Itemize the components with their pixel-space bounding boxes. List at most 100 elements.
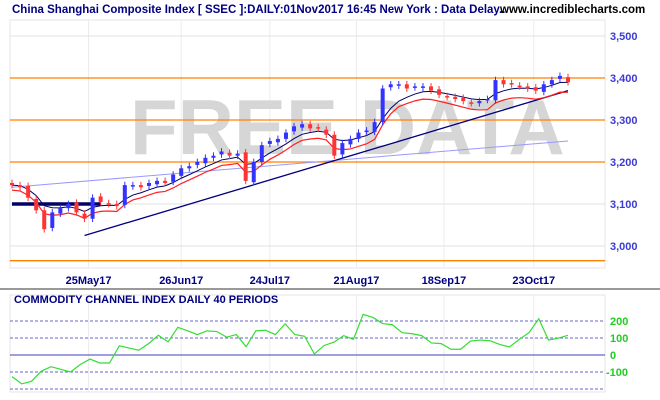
price-panel: 25May17 26Jun17 24Jul17 21Aug17 18Sep17 23Oct… — [10, 31, 638, 287]
candle-body — [26, 185, 31, 198]
candle-body — [203, 157, 208, 164]
candle-body — [243, 152, 248, 181]
candle-body — [10, 183, 14, 186]
candle-body — [171, 174, 176, 182]
cci-title: COMMODITY CHANNEL INDEX DAILY 40 PERIODS — [14, 294, 278, 306]
y-tick-label: 3,200 — [610, 157, 638, 169]
candle-body — [485, 99, 490, 101]
y-tick-label: 3,000 — [610, 241, 638, 253]
candle-body — [58, 208, 63, 214]
candle-body — [163, 180, 168, 183]
chart-title: China Shanghai Composite Index [ SSEC ]:… — [12, 4, 505, 16]
x-tick-label: 25May17 — [66, 275, 112, 287]
candle-body — [155, 180, 160, 185]
cci-y-tick-label: -100 — [606, 367, 628, 379]
candle-body — [138, 185, 143, 188]
candle-body — [453, 96, 458, 99]
candle-body — [146, 183, 151, 186]
cci-line — [11, 313, 569, 385]
candle-body — [316, 127, 321, 129]
candle-body — [461, 97, 466, 102]
candle-body — [251, 162, 256, 183]
candle-body — [300, 124, 305, 128]
x-tick-label: 26Jun17 — [159, 275, 203, 287]
candle-body — [275, 138, 280, 143]
candle-body — [372, 122, 377, 132]
candle-body — [114, 204, 119, 207]
candle-body — [50, 212, 55, 228]
candle-body — [541, 84, 546, 92]
cci-y-tick-label: 200 — [610, 316, 628, 328]
candle-body — [42, 210, 47, 230]
candle-body — [340, 143, 345, 155]
candle-body — [493, 80, 498, 101]
price-plot-frame — [9, 19, 606, 269]
candle-body — [34, 198, 39, 211]
candle-body — [292, 126, 297, 132]
candle-body — [429, 86, 434, 91]
candle-body — [437, 89, 442, 95]
candle-body — [509, 83, 514, 85]
candle-body — [195, 162, 200, 165]
candle-body — [235, 153, 240, 156]
y-tick-label: 3,100 — [610, 199, 638, 211]
candle-body — [324, 129, 329, 135]
cci-panel: 200 100 0 -100 — [9, 294, 628, 393]
x-tick-label: 18Sep17 — [422, 275, 467, 287]
x-tick-label: 23Oct17 — [512, 275, 555, 287]
candle-body — [308, 124, 313, 129]
candle-body — [525, 86, 530, 89]
candle-body — [259, 145, 264, 162]
cci-y-tick-label: 100 — [610, 333, 628, 345]
candle-body — [130, 185, 135, 187]
slow-moving-average — [11, 81, 569, 213]
watermark: FREE DATA — [130, 83, 565, 171]
candle-body — [106, 203, 111, 205]
y-tick-label: 3,500 — [610, 31, 638, 43]
site-url[interactable]: www.incrediblecharts.com — [499, 4, 645, 16]
candle-body — [90, 197, 95, 219]
candle-body — [283, 132, 288, 139]
candle-body — [477, 101, 482, 104]
candle-body — [501, 80, 506, 85]
candle-body — [267, 141, 272, 144]
candle-body — [122, 185, 127, 205]
candle-body — [566, 77, 570, 83]
trendline — [84, 89, 569, 237]
candle-body — [380, 88, 385, 123]
x-tick-label: 24Jul17 — [250, 275, 290, 287]
candle-body — [98, 196, 103, 202]
candle-body — [18, 185, 23, 188]
candle-body — [517, 85, 522, 88]
candle-body — [388, 84, 393, 88]
cci-y-tick-label: 0 — [610, 350, 616, 362]
candle-body — [445, 96, 450, 98]
candle-body — [211, 155, 216, 158]
candle-body — [219, 151, 224, 155]
candle-body — [227, 152, 232, 156]
candle-body — [82, 213, 87, 219]
candle-body — [332, 134, 337, 156]
cci-plot-frame — [9, 294, 606, 393]
candle-body — [420, 86, 425, 88]
candle-body — [396, 84, 401, 86]
y-tick-label: 3,400 — [610, 73, 638, 85]
candle-body — [469, 102, 474, 104]
candle-body — [66, 204, 71, 209]
candle-body — [364, 130, 369, 132]
fast-moving-average — [11, 91, 569, 219]
candle-body — [179, 168, 184, 176]
candle-body — [74, 202, 79, 213]
candle-body — [187, 166, 192, 169]
x-tick-label: 21Aug17 — [334, 275, 380, 287]
y-tick-label: 3,300 — [610, 115, 638, 127]
candle-body — [348, 138, 353, 145]
candle-body — [557, 75, 562, 79]
long-moving-average — [11, 140, 569, 188]
candle-body — [356, 132, 361, 139]
candle-body — [412, 86, 417, 88]
candle-body — [404, 84, 409, 89]
